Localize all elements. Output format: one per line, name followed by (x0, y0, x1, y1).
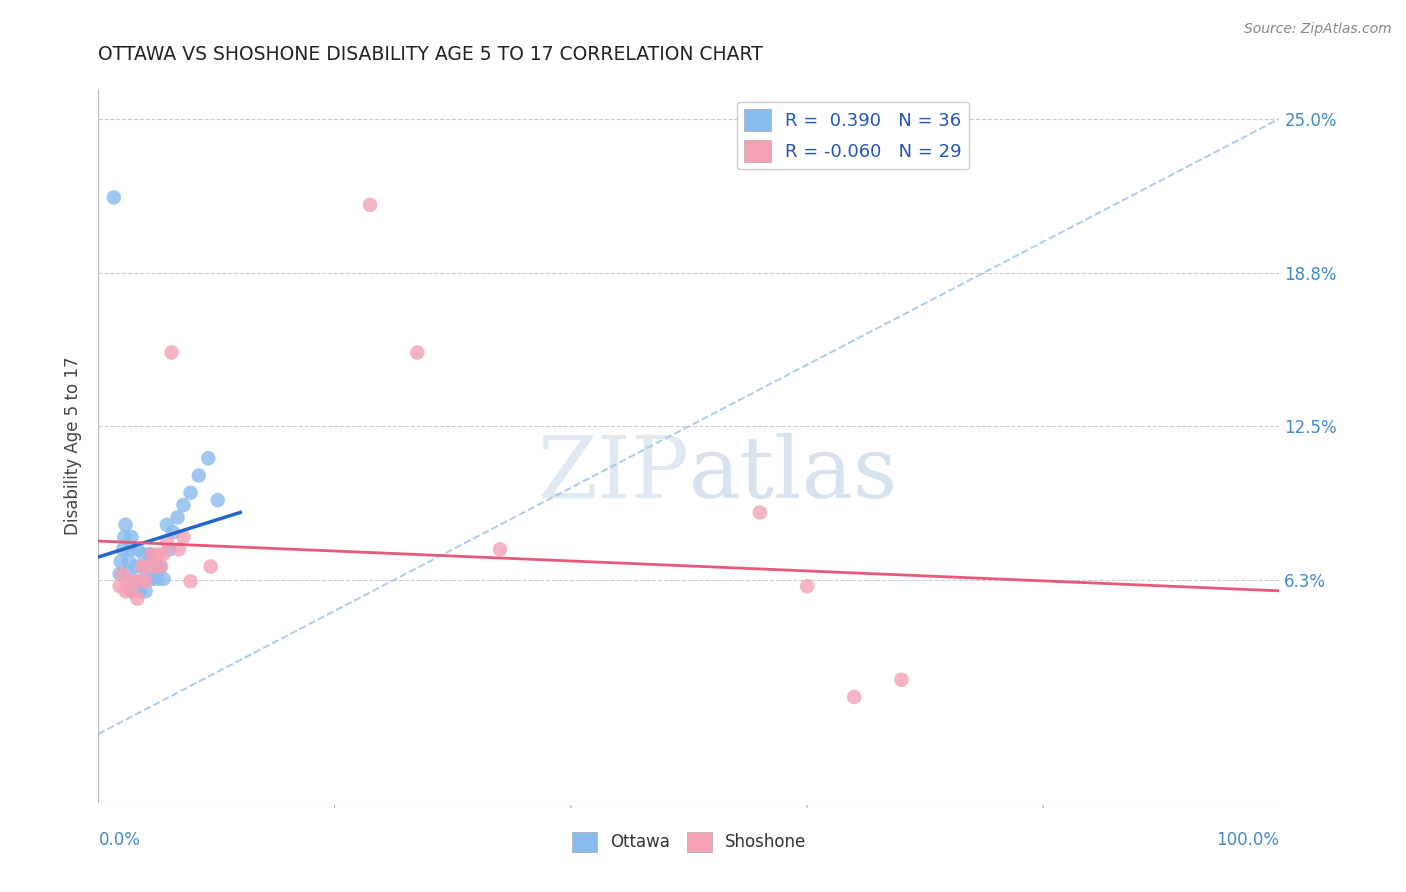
Text: Source: ZipAtlas.com: Source: ZipAtlas.com (1244, 22, 1392, 37)
Text: ZIP: ZIP (537, 433, 689, 516)
Point (112, 542, 135, 557)
Point (162, 525, 184, 540)
Y-axis label: Disability Age 5 to 17: Disability Age 5 to 17 (65, 357, 83, 535)
Point (149, 559, 172, 574)
Point (142, 559, 165, 574)
Point (156, 535, 179, 549)
Point (129, 574, 152, 589)
Point (146, 547, 169, 561)
Point (117, 574, 139, 589)
Text: OTTAWA VS SHOSHONE DISABILITY AGE 5 TO 17 CORRELATION CHART: OTTAWA VS SHOSHONE DISABILITY AGE 5 TO 1… (98, 45, 763, 63)
Point (135, 572, 157, 586)
Point (128, 574, 150, 589)
Point (146, 572, 169, 586)
Point (108, 579, 131, 593)
Point (207, 493, 229, 508)
Point (141, 547, 163, 561)
Point (122, 584, 145, 599)
Point (117, 566, 139, 581)
Point (172, 498, 194, 512)
Point (200, 559, 222, 574)
Point (118, 555, 141, 569)
Point (156, 517, 179, 532)
Text: 100.0%: 100.0% (1216, 830, 1279, 848)
Point (844, 690, 866, 704)
Point (103, 190, 125, 204)
Point (187, 468, 209, 483)
Point (114, 517, 136, 532)
Point (112, 530, 135, 544)
Point (131, 559, 153, 574)
Point (138, 547, 160, 561)
Point (135, 584, 157, 599)
Point (406, 345, 429, 359)
Point (197, 451, 219, 466)
Point (142, 559, 165, 574)
Point (136, 559, 159, 574)
Point (180, 485, 202, 500)
Point (110, 555, 132, 569)
Point (131, 559, 153, 574)
Point (135, 574, 157, 589)
Point (121, 530, 143, 544)
Point (489, 542, 512, 557)
Point (157, 542, 180, 557)
Point (128, 584, 150, 599)
Point (748, 505, 770, 519)
Point (121, 584, 143, 599)
Point (890, 673, 912, 687)
Point (108, 566, 131, 581)
Point (152, 547, 174, 561)
Point (152, 572, 174, 586)
Point (166, 510, 188, 524)
Point (136, 559, 159, 574)
Point (124, 574, 146, 589)
Point (172, 530, 194, 544)
Legend: Ottawa, Shoshone: Ottawa, Shoshone (565, 825, 813, 859)
Point (796, 579, 818, 593)
Point (160, 345, 183, 359)
Point (141, 572, 163, 586)
Point (359, 198, 381, 212)
Point (114, 584, 136, 599)
Point (132, 547, 155, 561)
Point (125, 559, 148, 574)
Point (127, 542, 149, 557)
Point (120, 542, 142, 557)
Point (127, 591, 149, 606)
Point (111, 566, 134, 581)
Point (167, 542, 190, 557)
Text: 0.0%: 0.0% (98, 830, 141, 848)
Text: atlas: atlas (689, 433, 898, 516)
Point (122, 574, 145, 589)
Point (150, 559, 173, 574)
Point (180, 574, 202, 589)
